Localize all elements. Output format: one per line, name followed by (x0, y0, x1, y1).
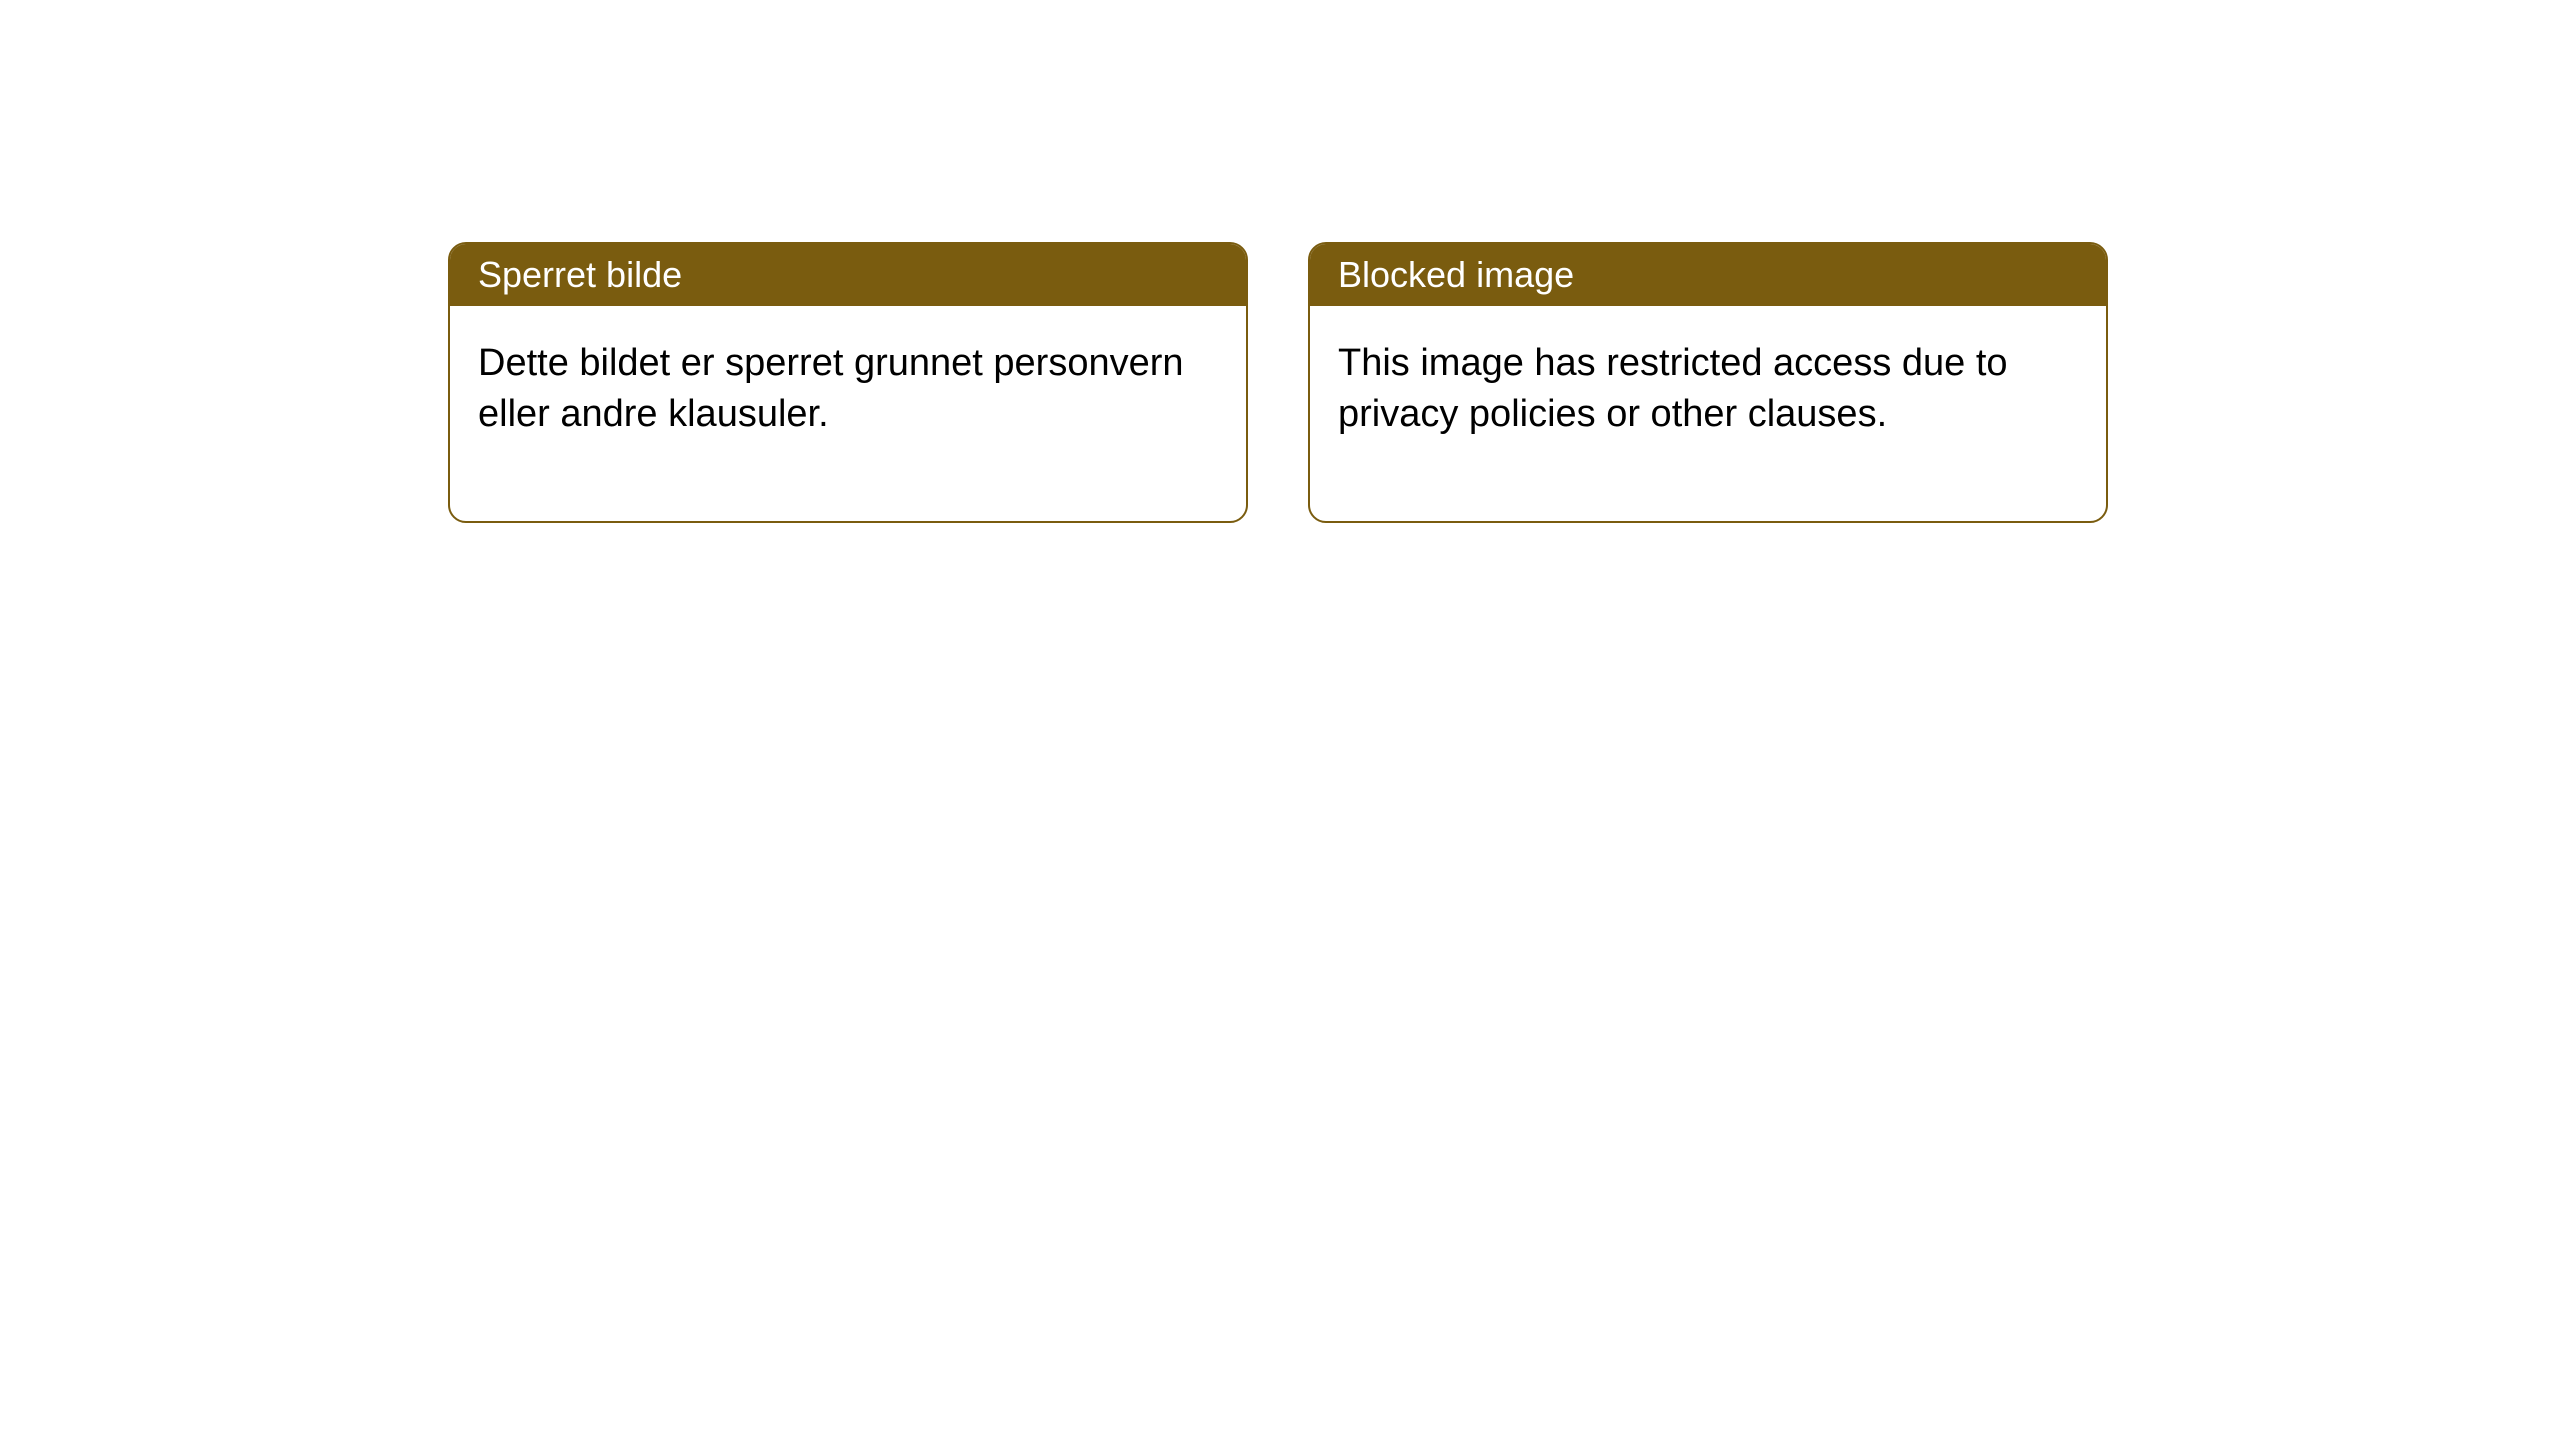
notice-card-title: Blocked image (1310, 244, 2106, 306)
notice-card-english: Blocked image This image has restricted … (1308, 242, 2108, 523)
notice-card-title: Sperret bilde (450, 244, 1246, 306)
notice-card-body: This image has restricted access due to … (1310, 306, 2106, 521)
notice-card-body: Dette bildet er sperret grunnet personve… (450, 306, 1246, 521)
notice-container: Sperret bilde Dette bildet er sperret gr… (448, 242, 2108, 523)
notice-card-norwegian: Sperret bilde Dette bildet er sperret gr… (448, 242, 1248, 523)
